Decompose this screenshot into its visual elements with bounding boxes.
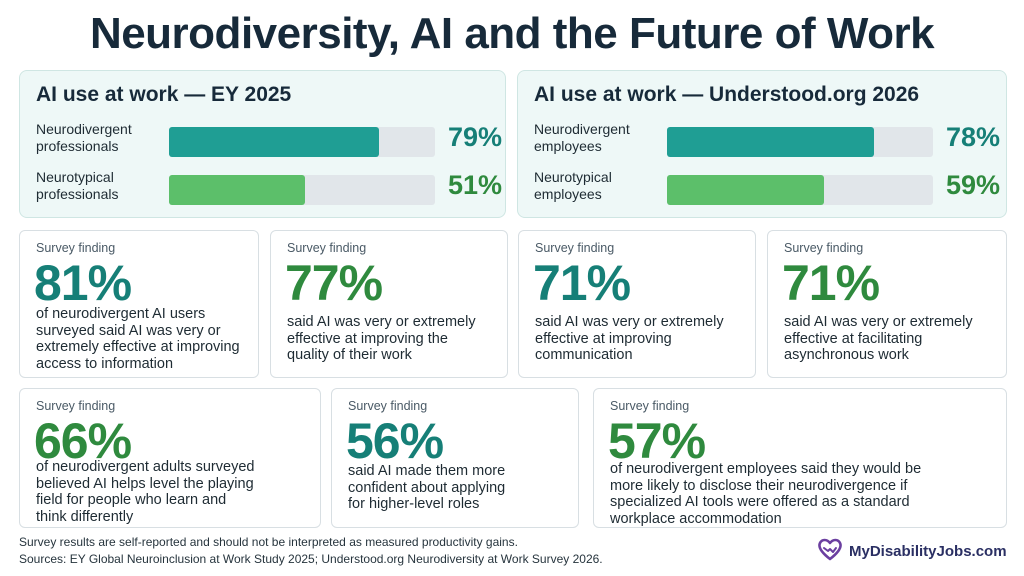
bar-category-label-line: professionals bbox=[36, 138, 119, 154]
finding-card: Survey finding 77% said AI was very or ext… bbox=[270, 230, 508, 378]
bar-row: Neurotypical professionals 51% bbox=[36, 169, 502, 211]
finding-percentage: 71% bbox=[782, 255, 880, 311]
finding-description-line: access to information bbox=[36, 355, 174, 372]
finding-label: Survey finding bbox=[348, 399, 428, 413]
page-title: Neurodiversity, AI and the Future of Wor… bbox=[89, 9, 935, 58]
bar-value-label: 79% bbox=[448, 122, 503, 152]
finding-card: Survey finding 66% of neurodivergent adult… bbox=[19, 388, 321, 528]
disclaimer-note: Survey results are self-reported and sho… bbox=[19, 535, 518, 549]
finding-description: said AI was very or extremely effective a… bbox=[535, 314, 747, 364]
finding-label: Survey finding bbox=[610, 399, 690, 413]
finding-card: Survey finding 71% said AI was very or ext… bbox=[518, 230, 756, 378]
bar-category-label: Neurotypical professionals bbox=[36, 169, 156, 203]
bar-row: Neurodivergent professionals 79% bbox=[36, 121, 502, 163]
finding-card: Survey finding 81% of neurodivergent AI us… bbox=[19, 230, 259, 378]
finding-description-line: for higher-level roles bbox=[348, 496, 480, 512]
bar-track bbox=[667, 175, 933, 205]
finding-percentage: 71% bbox=[533, 255, 631, 311]
bar-category-label-line: Neurodivergent bbox=[36, 121, 132, 137]
understood-2026-bar-chart-panel: AI use at work — Understood.org 2026 Neu… bbox=[517, 70, 1007, 218]
bar-category-label-line: employees bbox=[534, 138, 602, 154]
finding-description-line: surveyed said AI was very or bbox=[36, 322, 221, 339]
finding-percentage: 57% bbox=[608, 413, 706, 469]
bar-category-label-line: professionals bbox=[36, 186, 119, 202]
bar-track bbox=[667, 127, 933, 157]
finding-description: of neurodivergent AI users surveyed said … bbox=[36, 306, 250, 372]
ey-2025-bar-chart-panel: AI use at work — EY 2025 Neurodivergent p… bbox=[19, 70, 506, 218]
bar-value-label: 59% bbox=[946, 170, 1001, 200]
bar-category-label: Neurodivergent employees bbox=[534, 121, 654, 155]
finding-label: Survey finding bbox=[287, 241, 367, 255]
finding-percentage: 81% bbox=[34, 255, 132, 311]
brand-logo[interactable]: MyDisabilityJobs.com bbox=[817, 538, 1007, 564]
finding-description-line: of neurodivergent AI users bbox=[36, 306, 206, 322]
finding-description-line: field for people who learn and bbox=[36, 492, 227, 508]
finding-description: said AI was very or extremely effective a… bbox=[784, 314, 998, 364]
finding-label: Survey finding bbox=[36, 241, 116, 255]
finding-description-line: think differently bbox=[36, 508, 134, 525]
bar bbox=[667, 175, 824, 205]
finding-description: said AI was very or extremely effective a… bbox=[287, 314, 499, 364]
finding-label: Survey finding bbox=[36, 399, 116, 413]
bar-category-label-line: Neurotypical bbox=[36, 169, 114, 185]
finding-description-line: specialized AI tools were offered as a s… bbox=[610, 494, 910, 510]
bar-value-label: 51% bbox=[448, 170, 503, 200]
finding-description-line: believed AI helps level the playing bbox=[36, 475, 254, 492]
bar-category-label: Neurodivergent professionals bbox=[36, 121, 156, 155]
sources-note: Sources: EY Global Neuroinclusion at Wor… bbox=[19, 552, 603, 566]
bar-category-label-line: Neurotypical bbox=[534, 169, 612, 185]
finding-description: of neurodivergent adults surveyed believe… bbox=[36, 459, 312, 525]
bar-row: Neurodivergent employees 78% bbox=[534, 121, 1000, 163]
bar-track bbox=[169, 127, 435, 157]
finding-description-line: of neurodivergent employees said they wo… bbox=[610, 461, 922, 477]
finding-description-line: confident about applying bbox=[348, 479, 506, 496]
heart-hands-icon bbox=[817, 537, 843, 566]
finding-card: Survey finding 71% said AI was very or ext… bbox=[767, 230, 1007, 378]
finding-description: said AI made them more confident about ap… bbox=[348, 463, 570, 513]
bar bbox=[667, 127, 875, 157]
finding-label: Survey finding bbox=[535, 241, 615, 255]
finding-description-line: said AI was very or extremely bbox=[535, 314, 724, 330]
panel-title: AI use at work — EY 2025 bbox=[36, 83, 292, 106]
bar-category-label: Neurotypical employees bbox=[534, 169, 654, 203]
bar-row: Neurotypical employees 59% bbox=[534, 169, 1000, 211]
finding-percentage: 66% bbox=[34, 413, 132, 469]
finding-label: Survey finding bbox=[784, 241, 864, 255]
bar-category-label-line: employees bbox=[534, 186, 602, 202]
brand-name: MyDisabilityJobs.com bbox=[849, 542, 1007, 560]
finding-description-line: asynchronous work bbox=[784, 347, 909, 363]
finding-description-line: of neurodivergent adults surveyed bbox=[36, 459, 255, 475]
panel-title: AI use at work — Understood.org 2026 bbox=[534, 83, 920, 106]
finding-description-line: quality of their work bbox=[287, 347, 412, 363]
finding-description-line: effective at improving the bbox=[287, 330, 448, 347]
finding-description-line: said AI was very or extremely bbox=[784, 314, 973, 330]
finding-description-line: effective at facilitating bbox=[784, 330, 923, 347]
finding-card: Survey finding 56% said AI made them more c… bbox=[331, 388, 579, 528]
finding-percentage: 56% bbox=[346, 413, 444, 469]
finding-description-line: workplace accommodation bbox=[610, 510, 782, 527]
finding-description: of neurodivergent employees said they wo… bbox=[610, 461, 998, 527]
finding-description-line: communication bbox=[535, 347, 633, 363]
bar-track bbox=[169, 175, 435, 205]
finding-description-line: effective at improving bbox=[535, 330, 672, 347]
finding-card: Survey finding 57% of neurodivergent emplo… bbox=[593, 388, 1007, 528]
finding-percentage: 77% bbox=[285, 255, 383, 311]
finding-description-line: said AI made them more bbox=[348, 463, 506, 479]
bar bbox=[169, 175, 305, 205]
finding-description-line: said AI was very or extremely bbox=[287, 314, 476, 330]
finding-description-line: extremely effective at improving bbox=[36, 339, 240, 355]
bar-value-label: 78% bbox=[946, 122, 1001, 152]
bar bbox=[169, 127, 380, 157]
finding-description-line: more likely to disclose their neurodiver… bbox=[610, 477, 908, 494]
bar-category-label-line: Neurodivergent bbox=[534, 121, 630, 137]
